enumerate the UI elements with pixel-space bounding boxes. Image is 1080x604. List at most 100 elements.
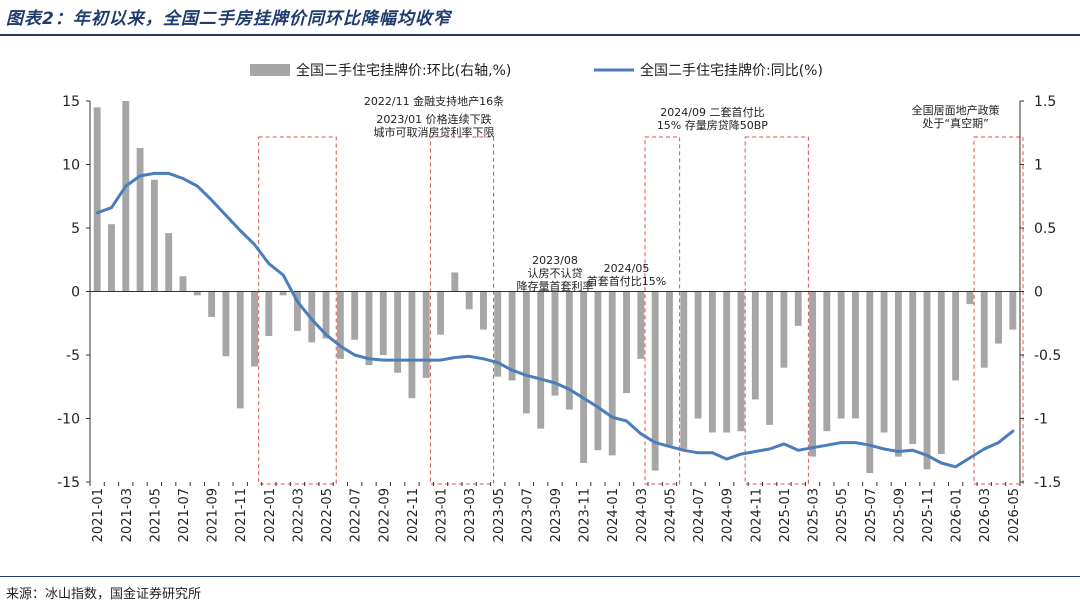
x-tick-label: 2024-11 (749, 488, 764, 542)
y-tick-label-right: -1.5 (1034, 475, 1061, 491)
y-tick-label-right: -1 (1034, 412, 1048, 428)
bar (451, 272, 459, 292)
y-tick-label-left: 5 (71, 221, 80, 237)
y-tick-label-left: -15 (57, 475, 80, 491)
bar (594, 291, 602, 451)
x-tick-label: 2021-01 (91, 488, 106, 542)
x-tick-label: 2025-11 (921, 488, 936, 542)
bar (294, 291, 301, 331)
y-tick-label-left: 10 (62, 158, 80, 174)
bar (980, 291, 988, 368)
y-tick-label-left: -10 (57, 412, 80, 428)
bar (122, 101, 130, 292)
x-tick-label: 2025-07 (864, 488, 879, 542)
x-tick-label: 2022-01 (263, 488, 278, 542)
annotation-text: 城市可取消房贷利率下限 (374, 125, 495, 139)
line-series (95, 171, 1015, 469)
axes: 15 10 5 0 -5 -10 -15 1.5 1 0.5 0 -0.5 -1 -1.5 2021-01 2… (57, 94, 1061, 542)
bar (93, 107, 101, 292)
annotation-text: 15% 存量房贷降50BP (657, 118, 768, 132)
annotation-text: 首套首付比15% (587, 274, 666, 288)
bar (465, 291, 473, 310)
y-tick-label-right: 1.5 (1034, 94, 1056, 110)
bar (823, 291, 831, 432)
bar (136, 147, 144, 292)
x-tick-label: 2025-09 (892, 488, 907, 542)
bar (437, 291, 444, 335)
bar (794, 291, 802, 326)
bar (193, 291, 201, 296)
bar (351, 291, 359, 340)
x-tick-label: 2022-03 (291, 488, 306, 542)
annotation-text: 处于“真空期” (922, 116, 988, 130)
y-tick-label-left: 0 (71, 285, 80, 301)
annotation-text: 2024/05 (604, 262, 650, 275)
legend-label-bar: 全国二手住宅挂牌价:环比(右轴,%) (296, 62, 511, 79)
x-tick-label: 2024-01 (606, 488, 621, 542)
bar (894, 291, 902, 457)
yoy-line (95, 171, 1015, 469)
bar (480, 291, 487, 330)
bar (923, 291, 931, 470)
source-divider (0, 576, 1080, 577)
bar (308, 291, 316, 343)
bar (723, 291, 731, 433)
annotation-text: 降存量首套利率 (517, 279, 594, 293)
bar (336, 291, 344, 359)
bar (580, 291, 588, 463)
x-tick-label: 2025-01 (778, 488, 793, 542)
x-tick-label: 2022-09 (377, 488, 392, 542)
bar (937, 291, 945, 455)
bar (422, 291, 430, 378)
bar (179, 276, 187, 292)
bar (837, 291, 845, 419)
x-tick-label: 2026-01 (950, 488, 965, 542)
annotation-text: 2023/01 价格连续下跌 (376, 112, 491, 126)
bar (780, 291, 788, 368)
y-tick-label-right: 1 (1034, 158, 1043, 174)
y-tick-label-left: 15 (62, 94, 80, 110)
x-tick-label: 2023-07 (520, 488, 535, 542)
bar (565, 291, 573, 410)
legend: 全国二手住宅挂牌价:环比(右轴,%) 全国二手住宅挂牌价:同比(%) (250, 62, 823, 79)
x-tick-label: 2026-05 (1007, 488, 1022, 542)
bar (208, 291, 216, 317)
y-tick-label-right: -0.5 (1034, 348, 1061, 364)
bar (251, 291, 258, 367)
bar (694, 291, 702, 419)
x-tick-label: 2023-05 (492, 488, 507, 542)
bar (680, 291, 688, 449)
bar (551, 291, 559, 396)
x-tick-label: 2021-09 (206, 488, 221, 542)
x-tick-label: 2024-03 (635, 488, 650, 542)
bar (666, 291, 673, 446)
x-tick-label: 2023-11 (578, 488, 593, 542)
bar (708, 291, 716, 433)
bar (809, 291, 816, 457)
y-tick-label-right: 0 (1034, 285, 1043, 301)
annotation-layer: 2022/11 金融支持地产16条 2023/01 价格连续下跌城市可取消房贷利率… (364, 94, 1000, 293)
bar (265, 291, 273, 336)
bar-series (93, 101, 1017, 474)
x-tick-label: 2022-07 (349, 488, 364, 542)
bar (150, 179, 158, 292)
bar (623, 291, 630, 394)
bar (322, 291, 330, 339)
bar (880, 291, 888, 433)
bar (966, 291, 974, 305)
bar (1009, 291, 1017, 330)
bar (737, 291, 745, 432)
x-tick-label: 2025-03 (807, 488, 822, 542)
y-tick-label-right: 0.5 (1034, 221, 1056, 237)
bar (766, 291, 774, 425)
bar (909, 291, 917, 444)
annotation-text: 认房不认贷 (528, 266, 583, 280)
bar (608, 291, 616, 456)
bar (379, 291, 387, 355)
bar (165, 233, 173, 292)
x-tick-label: 2023-03 (463, 488, 478, 542)
x-tick-label: 2021-05 (148, 488, 163, 542)
x-tick-label: 2022-05 (320, 488, 335, 542)
x-tick-label: 2022-11 (406, 488, 421, 542)
figure-title: 图表2：年初以来，全国二手房挂牌价同环比降幅均收窄 (6, 9, 451, 29)
